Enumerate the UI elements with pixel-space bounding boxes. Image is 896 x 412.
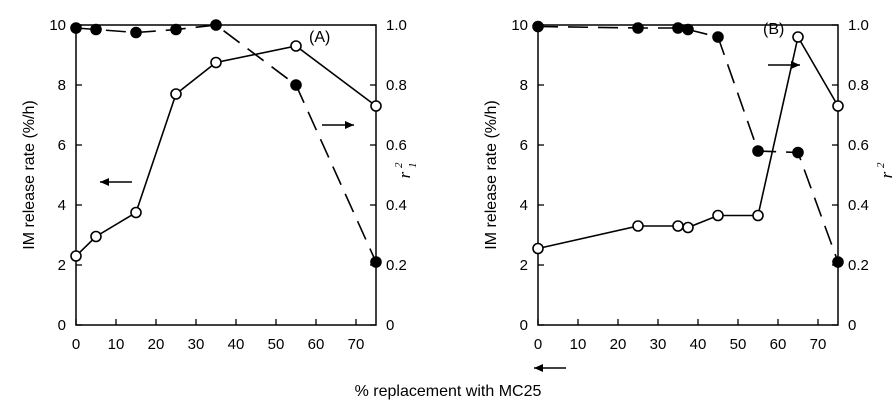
release-rate-line [537,34,839,250]
r2-point [752,145,764,157]
y-right-tick-label: 0.4 [386,197,407,214]
r2-series [70,19,382,268]
r2-line [537,25,839,263]
release-rate-point [290,40,302,52]
y-right-tick-label: 0.8 [386,77,407,94]
r2-point [90,23,102,36]
right-axis-arrow [322,121,354,129]
y-left-tick-label: 0 [520,317,528,334]
panel-label: (A) [309,29,330,46]
y-left-tick-label: 6 [520,137,528,154]
r2-point [370,256,382,268]
r2-point [682,23,694,36]
left-axis-arrow [534,364,566,372]
r-subscript: 1 [407,163,419,169]
y-right-tick-label: 0 [848,317,856,334]
r2-point [130,26,142,39]
y-right-tick-label: 0.4 [848,197,869,214]
y-left-axis-label: IM release rate (%/h) [483,100,500,249]
x-tick-label: 30 [650,336,667,353]
y-right-tick-label: 0.6 [848,137,869,154]
y-left-tick-label: 10 [49,17,66,34]
y-left-tick-label: 2 [520,257,528,274]
x-tick-label: 50 [730,336,747,353]
release-rate-point [792,31,804,43]
y-right-axis-label: r 2 1 [393,162,419,178]
x-tick-label: 60 [770,336,787,353]
y-left-tick-label: 8 [58,77,66,94]
release-rate-point [90,230,102,243]
left-axis-arrow [100,178,132,186]
r-superscript: 2 [875,162,887,168]
y-left-tick-label: 10 [511,17,528,34]
y-left-tick-label: 4 [520,197,528,214]
release-rate-point [682,221,694,234]
r2-point [210,19,222,31]
y-right-tick-label: 0 [386,317,394,334]
plot-frame [75,24,377,326]
x-tick-label: 0 [534,336,542,353]
y-left-tick-label: 4 [58,197,66,214]
release-rate-point [712,209,724,222]
r2-point [532,20,544,33]
y-left-tick-label: 0 [58,317,66,334]
release-rate-point [170,88,182,100]
x-tick-label: 10 [108,336,125,353]
x-tick-label: 20 [610,336,627,353]
release-rate-point [672,220,684,232]
r-symbol: r [395,171,414,178]
x-tick-label: 60 [308,336,325,353]
panel-b: 0 10 20 30 40 50 60 70 0 2 4 6 8 10 0 0.2 0.4 0.6 0.8 1.0 IM… [483,17,896,372]
release-rate-point [210,56,222,69]
x-tick-label: 40 [690,336,707,353]
y-right-tick-label: 1.0 [848,17,869,34]
x-tick-label: 30 [188,336,205,353]
x-tick-label: 50 [268,336,285,353]
x-tick-label: 70 [810,336,827,353]
y-right-tick-label: 0.6 [386,137,407,154]
y-right-tick-label: 1.0 [386,17,407,34]
panel-a: 0 10 20 30 40 50 60 70 0 2 4 6 8 10 0 0.2 0.4 0.6 0.8 1.0 IM… [21,17,419,353]
release-rate-line [75,45,377,257]
r-superscript: 2 [393,162,405,168]
release-rate-point [370,100,382,112]
r2-point [712,31,724,43]
right-axis-arrow [768,61,800,69]
y-left-tick-label: 8 [520,77,528,94]
y-right-tick-label: 0.8 [848,77,869,94]
x-tick-label: 70 [348,336,365,353]
release-rate-series [532,31,844,255]
panel-label: (B) [763,21,784,38]
r2-point [832,256,844,268]
r2-series [532,20,844,268]
y-right-tick-label: 0.2 [848,257,869,274]
r2-point [70,22,82,34]
release-rate-point [632,220,644,232]
release-rate-point [752,209,764,222]
y-right-axis-label: r2 [875,162,896,178]
x-tick-label: 40 [228,336,245,353]
release-rate-point [532,242,544,255]
x-tick-label: 10 [570,336,587,353]
release-rate-point [70,250,82,262]
x-tick-label: 20 [148,336,165,353]
r2-point [170,23,182,36]
y-left-tick-label: 2 [58,257,66,274]
r-symbol: r [877,171,896,178]
release-rate-point [832,100,844,112]
x-axis-label: % replacement with MC25 [354,383,542,400]
y-right-tick-label: 0.2 [386,257,407,274]
r2-point [792,146,804,159]
r2-point [290,79,302,91]
r2-point [672,22,684,34]
y-left-axis-label: IM release rate (%/h) [21,100,38,249]
y-left-tick-label: 6 [58,137,66,154]
release-rate-point [130,206,142,219]
r2-point [632,22,644,34]
plot-frame [537,24,839,326]
x-tick-label: 0 [72,336,80,353]
release-rate-series [70,40,382,262]
